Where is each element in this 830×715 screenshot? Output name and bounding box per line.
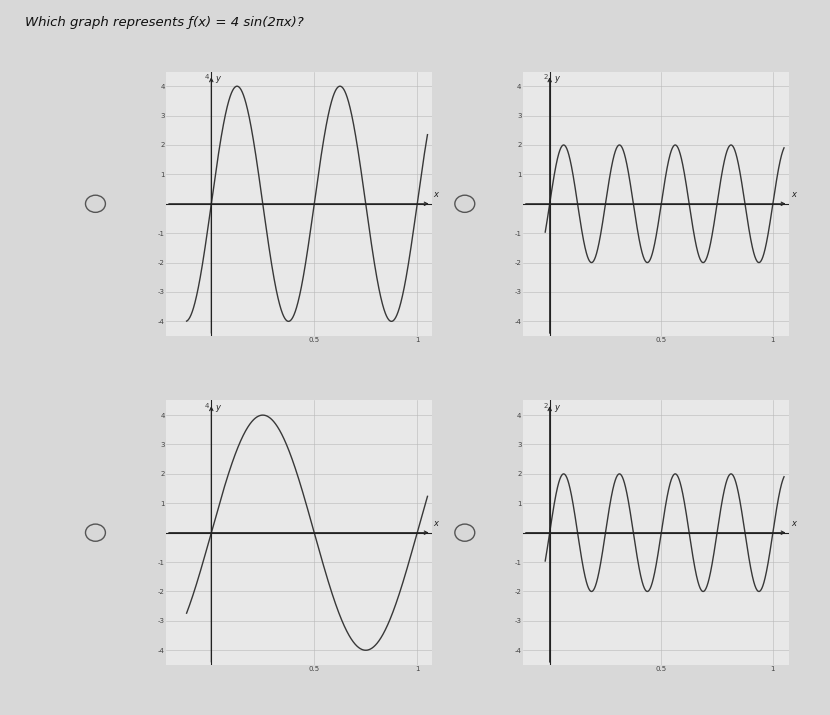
Text: 4: 4	[205, 74, 209, 81]
Text: 2: 2	[543, 403, 548, 410]
Text: y: y	[216, 74, 221, 84]
Text: y: y	[554, 403, 559, 413]
Text: x: x	[433, 190, 439, 199]
Text: x: x	[791, 519, 796, 528]
Text: y: y	[216, 403, 221, 413]
Text: Which graph represents ƒ(x) = 4 sin(2πx)?: Which graph represents ƒ(x) = 4 sin(2πx)…	[25, 16, 304, 29]
Text: 2: 2	[543, 74, 548, 81]
Text: 4: 4	[205, 403, 209, 410]
Text: x: x	[433, 519, 439, 528]
Text: x: x	[791, 190, 796, 199]
Text: y: y	[554, 74, 559, 84]
